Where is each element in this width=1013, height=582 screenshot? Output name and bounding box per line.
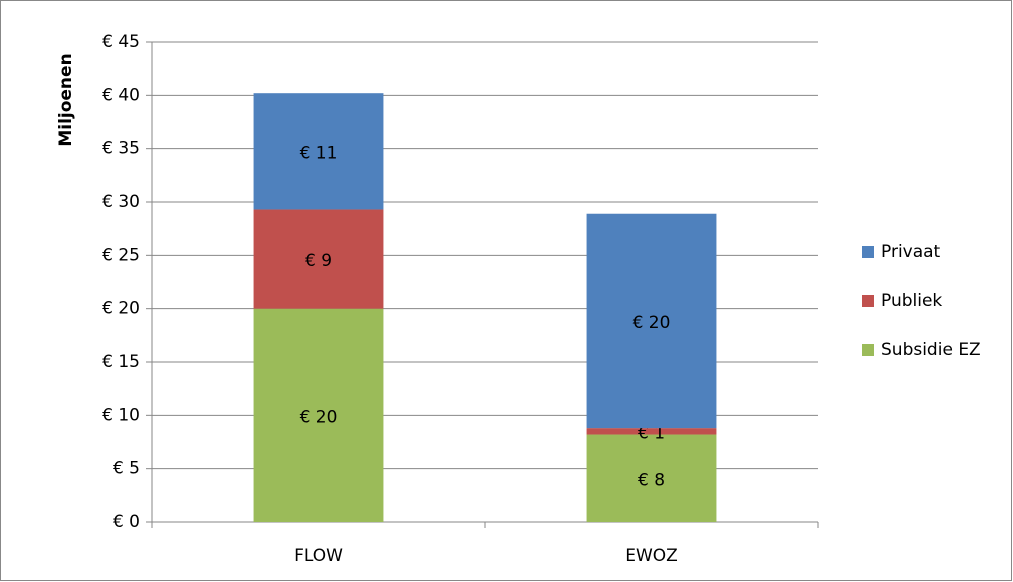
bar-segment (253, 308, 384, 522)
y-tick-label: € 10 (102, 405, 140, 425)
legend-label: Privaat (881, 242, 941, 262)
legend-swatch (862, 246, 874, 258)
y-tick-label: € 20 (102, 299, 140, 319)
value-label: € 11 (300, 143, 338, 163)
y-tick-label: € 15 (102, 352, 140, 372)
legend-swatch (862, 295, 874, 307)
y-tick-label: € 30 (102, 192, 140, 212)
x-tick-label: EWOZ (625, 546, 678, 566)
legend-label: Publiek (881, 291, 942, 311)
bar-segment (586, 428, 717, 435)
y-tick-label: € 5 (113, 459, 140, 479)
bar-segment (253, 93, 384, 210)
y-tick-label: € 40 (102, 85, 140, 105)
value-label: € 20 (633, 313, 671, 333)
bar-segment (586, 213, 717, 429)
legend-swatch (862, 344, 874, 356)
value-label: € 8 (638, 470, 665, 490)
value-label: € 9 (305, 251, 332, 271)
y-axis-label: Miljoenen (56, 53, 76, 146)
value-label: € 20 (300, 407, 338, 427)
y-tick-label: € 0 (113, 512, 140, 532)
y-tick-label: € 45 (102, 32, 140, 52)
legend-label: Subsidie EZ (881, 340, 981, 360)
bar-segment (586, 434, 717, 522)
x-tick-label: FLOW (294, 546, 343, 566)
value-label: € 1 (638, 423, 665, 443)
y-tick-label: € 25 (102, 245, 140, 265)
y-tick-label: € 35 (102, 139, 140, 159)
bar-segment (253, 209, 384, 309)
